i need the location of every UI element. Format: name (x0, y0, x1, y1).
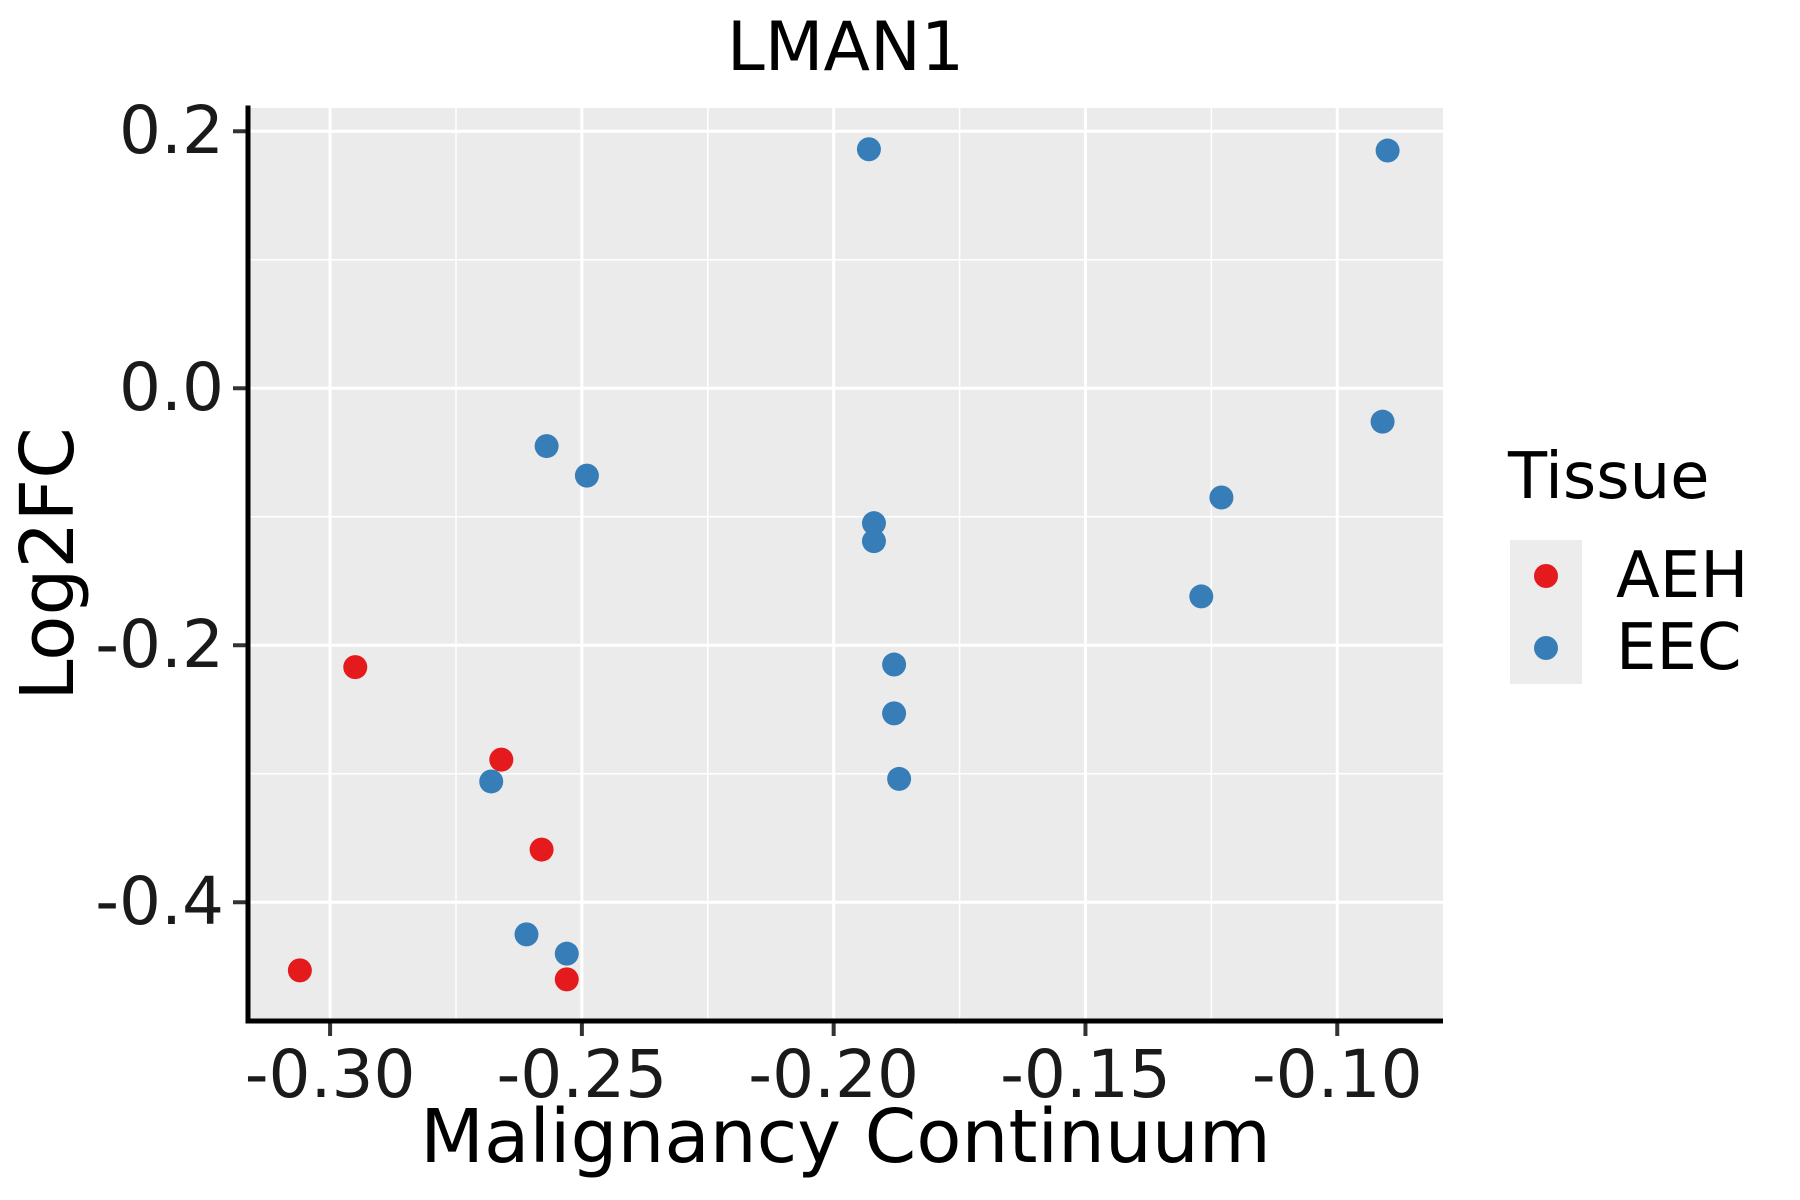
x-tick-label: -0.20 (748, 1036, 920, 1113)
data-point-eec (887, 766, 912, 791)
x-axis-title: Malignancy Continuum (420, 1094, 1271, 1180)
data-point-eec (1370, 409, 1395, 434)
data-point-eec (856, 137, 881, 162)
x-tick-label: -0.25 (496, 1036, 668, 1113)
data-point-eec (1189, 584, 1214, 609)
data-point-aeh (343, 655, 368, 680)
data-point-eec (861, 529, 886, 554)
legend-label-eec: EEC (1616, 611, 1742, 685)
data-point-eec (514, 922, 539, 947)
data-point-aeh (287, 958, 312, 983)
legend-label-aeh: AEH (1616, 539, 1749, 613)
x-tick-label: -0.15 (1000, 1036, 1171, 1113)
x-tick-label: -0.10 (1251, 1036, 1423, 1113)
legend-key-eec (1510, 612, 1582, 684)
data-point-eec (534, 434, 559, 459)
data-point-eec (882, 652, 907, 677)
data-point-eec (861, 511, 886, 536)
legend-dot-eec (1534, 636, 1558, 660)
y-tick-label: -0.2 (95, 606, 224, 684)
x-tick-label: -0.30 (244, 1036, 416, 1113)
data-point-eec (1209, 485, 1234, 510)
data-point-eec (882, 701, 907, 726)
data-point-eec (554, 941, 579, 966)
y-tick-label: 0.2 (119, 92, 224, 170)
data-point-aeh (529, 837, 554, 862)
data-point-aeh (554, 967, 579, 992)
data-point-eec (479, 769, 504, 794)
plot-title: LMAN1 (726, 8, 965, 87)
y-tick-label: 0.0 (119, 349, 224, 427)
y-tick-label: -0.4 (95, 863, 224, 941)
panel-background (248, 108, 1443, 1021)
legend-title: Tissue (1508, 440, 1710, 514)
legend-key-aeh (1510, 540, 1582, 612)
data-point-eec (1375, 138, 1400, 163)
data-point-aeh (489, 747, 514, 772)
data-point-eec (574, 463, 599, 488)
legend-dot-aeh (1534, 564, 1558, 588)
